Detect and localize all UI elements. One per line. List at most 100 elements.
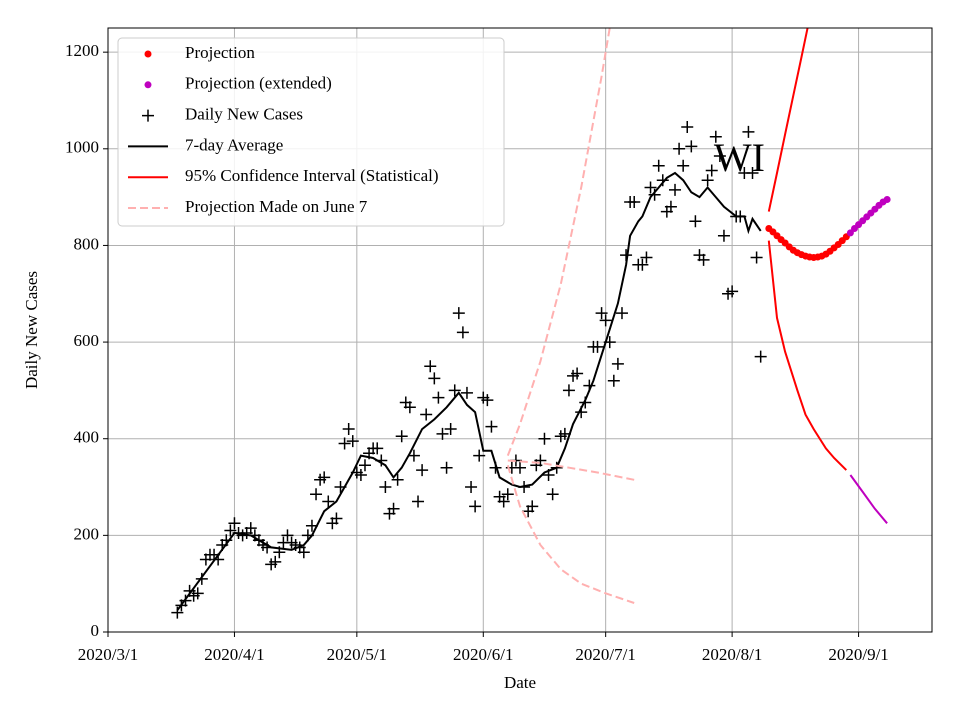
plus-marker	[191, 587, 204, 600]
plus-marker	[485, 420, 498, 433]
plus-marker	[391, 473, 404, 486]
plus-marker	[652, 159, 665, 172]
plus-marker	[379, 481, 392, 494]
plus-marker	[403, 401, 416, 414]
plus-marker	[436, 427, 449, 440]
plus-marker	[713, 150, 726, 163]
plus-marker	[497, 495, 510, 508]
plus-marker	[387, 502, 400, 515]
legend-label: Daily New Cases	[185, 105, 303, 124]
plus-marker	[342, 423, 355, 436]
plus-marker	[644, 181, 657, 194]
plus-marker	[269, 555, 282, 568]
plus-marker	[310, 488, 323, 501]
plus-marker	[318, 471, 331, 484]
x-tick-label: 2020/4/1	[204, 645, 264, 664]
plus-marker	[297, 546, 310, 559]
dot-marker	[144, 50, 152, 58]
legend-label: Projection (extended)	[185, 74, 332, 93]
plus-marker	[228, 517, 241, 530]
plus-marker	[526, 500, 539, 513]
plus-marker	[534, 454, 547, 467]
plus-marker	[742, 125, 755, 138]
line	[849, 474, 888, 524]
plus-marker	[465, 481, 478, 494]
line	[767, 240, 848, 471]
plus-marker	[354, 468, 367, 481]
plus-marker	[640, 251, 653, 264]
plus-marker	[358, 459, 371, 472]
line	[506, 465, 635, 604]
plus-marker	[571, 367, 584, 380]
plus-marker	[244, 522, 257, 535]
line	[506, 28, 611, 456]
plus-marker	[677, 159, 690, 172]
plus-marker	[636, 258, 649, 271]
legend-label: Projection	[185, 43, 255, 62]
plus-marker	[689, 215, 702, 228]
plus-marker	[428, 372, 441, 385]
dot-marker	[883, 196, 891, 204]
plus-marker	[750, 251, 763, 264]
plus-marker	[412, 495, 425, 508]
plus-marker	[717, 229, 730, 242]
legend-label: Projection Made on June 7	[185, 197, 368, 216]
x-tick-label: 2020/3/1	[78, 645, 138, 664]
y-tick-label: 0	[91, 621, 100, 640]
plus-marker	[424, 360, 437, 373]
plus-marker	[595, 307, 608, 320]
y-tick-label: 1200	[65, 41, 99, 60]
y-tick-label: 400	[74, 428, 100, 447]
plus-marker	[681, 121, 694, 134]
plus-marker	[440, 461, 453, 474]
plus-marker	[546, 488, 559, 501]
annotation: WI	[714, 135, 765, 180]
line	[767, 28, 809, 212]
plus-marker	[195, 572, 208, 585]
plus-marker	[224, 524, 237, 537]
plus-marker	[448, 384, 461, 397]
plus-marker	[615, 307, 628, 320]
plus-marker	[371, 442, 384, 455]
x-tick-label: 2020/5/1	[327, 645, 387, 664]
plus-marker	[346, 435, 359, 448]
y-tick-label: 1000	[65, 138, 99, 157]
y-axis-label: Daily New Cases	[22, 271, 41, 389]
plus-marker	[281, 529, 294, 542]
plus-marker	[673, 142, 686, 155]
y-tick-label: 600	[74, 331, 100, 350]
line	[507, 459, 635, 481]
legend: Projection Projection (extended) Daily New…	[117, 37, 505, 227]
plus-marker	[664, 200, 677, 213]
plus-marker	[452, 307, 465, 320]
plus-marker	[416, 464, 429, 477]
plus-marker	[407, 449, 420, 462]
plus-marker	[591, 340, 604, 353]
plus-marker	[395, 430, 408, 443]
legend-label: 95% Confidence Interval (Statistical)	[185, 166, 439, 185]
plus-marker	[322, 495, 335, 508]
plus-marker	[501, 488, 514, 501]
plus-marker	[611, 357, 624, 370]
y-tick-label: 800	[74, 234, 100, 253]
plus-marker	[469, 500, 482, 513]
plus-marker	[456, 326, 469, 339]
plus-marker	[142, 109, 154, 122]
plus-marker	[599, 314, 612, 327]
x-tick-label: 2020/8/1	[702, 645, 762, 664]
plus-marker	[562, 384, 575, 397]
plus-marker	[420, 408, 433, 421]
plus-marker	[444, 423, 457, 436]
plus-marker	[473, 449, 486, 462]
x-tick-label: 2020/9/1	[828, 645, 888, 664]
plus-marker	[481, 394, 494, 407]
plus-marker	[697, 253, 710, 266]
dot-marker	[144, 81, 152, 89]
plus-marker	[648, 188, 661, 201]
line	[176, 171, 762, 611]
plot-area	[171, 28, 891, 619]
y-tick-label: 200	[74, 524, 100, 543]
plus-marker	[754, 350, 767, 363]
x-tick-label: 2020/7/1	[575, 645, 635, 664]
